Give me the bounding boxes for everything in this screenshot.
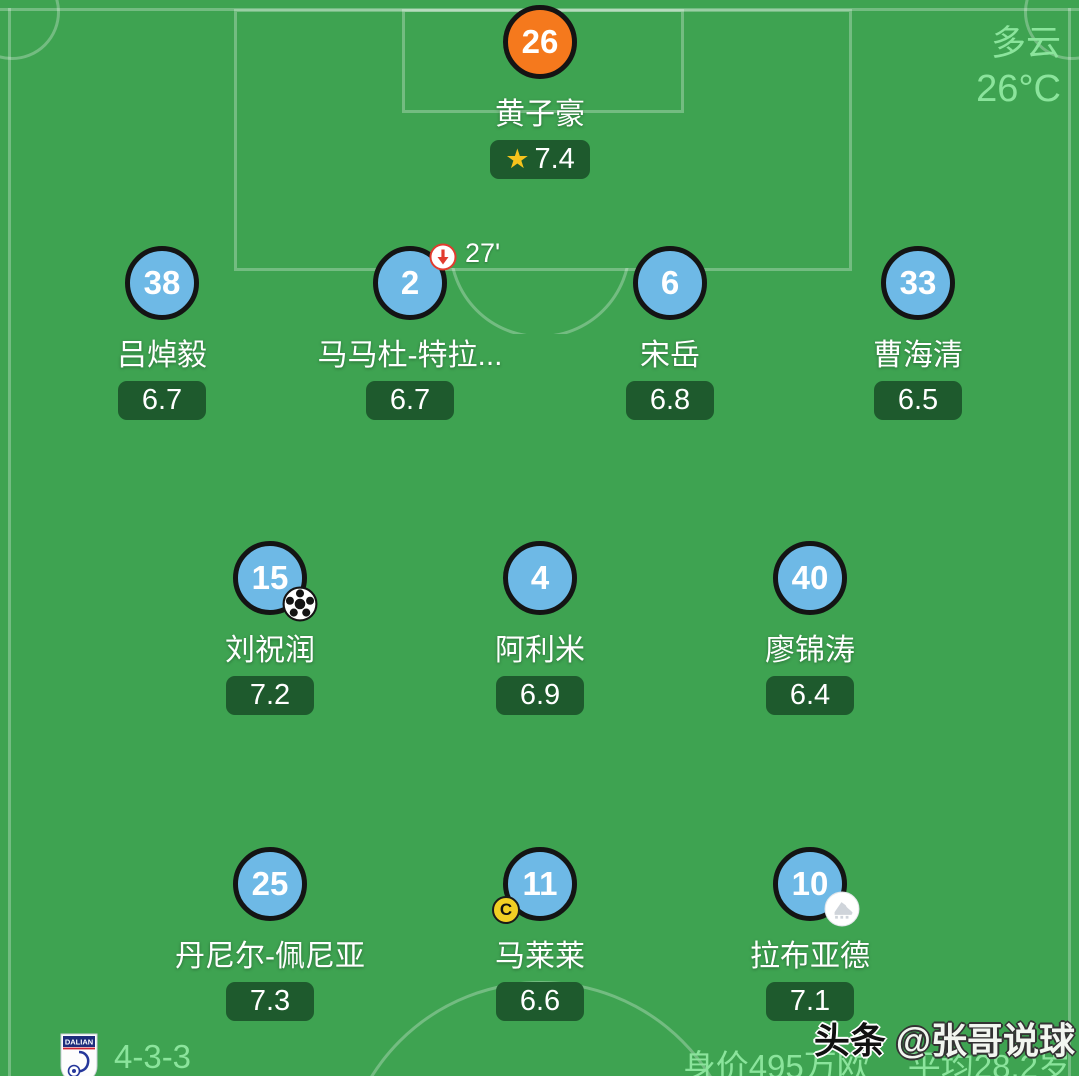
player-number: 33 [899, 264, 937, 301]
player-name: 宋岳 [640, 339, 700, 372]
player-card[interactable]: 38 吕焯毅 6.7 [47, 246, 277, 420]
player-number-circle: 38 [125, 246, 199, 320]
player-rating-badge: 6.6 [496, 982, 584, 1021]
soccer-ball-icon [282, 586, 318, 622]
player-number: 15 [251, 559, 289, 596]
player-rating-value: 7.4 [534, 143, 575, 175]
player-card[interactable]: 4 阿利米 6.9 [425, 541, 655, 715]
assist-indicator [824, 891, 860, 932]
player-card[interactable]: 15 刘祝润 7.2 [155, 541, 385, 715]
player-number: 26 [521, 23, 559, 60]
player-name: 马莱莱 [495, 940, 585, 973]
substitution-minute: 27' [465, 238, 501, 268]
player-rating-badge: 6.5 [874, 381, 962, 420]
pitch-left-line [8, 8, 11, 1076]
player-number-circle: 25 [233, 847, 307, 921]
player-card[interactable]: 2 27' 马马杜-特拉... 6.7 [295, 238, 525, 420]
market-value: 身价495万欧 [682, 1048, 870, 1076]
player-rating-badge: 6.9 [496, 676, 584, 715]
player-number: 6 [660, 264, 680, 301]
player-number-circle: 6 [633, 246, 707, 320]
player-name: 马马杜-特拉... [317, 339, 503, 372]
player-card[interactable]: 40 廖锦涛 6.4 [695, 541, 925, 715]
player-rating-value: 6.9 [519, 679, 561, 711]
player-rating-badge: 6.7 [118, 381, 206, 420]
watermark: 头条 @张哥说球 [814, 1012, 1075, 1064]
pitch-right-line [1068, 8, 1071, 1076]
average-age: 平均28.2岁 [907, 1048, 1071, 1076]
player-card[interactable]: 33 曹海清 6.5 [803, 246, 1033, 420]
player-number: 11 [522, 865, 558, 902]
player-rating-value: 6.7 [141, 384, 183, 416]
player-name: 阿利米 [495, 634, 585, 667]
weather-condition: 多云 [990, 24, 1061, 63]
watermark-handle: @张哥说球 [895, 1020, 1075, 1061]
player-name: 吕焯毅 [117, 339, 207, 372]
player-card[interactable]: 10 拉布亚德 7.1 [695, 847, 925, 1021]
player-number: 40 [791, 559, 829, 596]
player-rating-badge: 6.7 [366, 381, 454, 420]
player-rating-value: 6.5 [897, 384, 939, 416]
player-rating-badge: 7.2 [226, 676, 314, 715]
player-rating-value: 6.7 [389, 384, 431, 416]
team-badge: DALIAN [60, 1033, 98, 1076]
player-rating-value: 6.4 [789, 679, 831, 711]
player-rating-value: 6.8 [649, 384, 691, 416]
sub-out-arrow-icon [429, 243, 457, 271]
star-icon: ★ [505, 144, 530, 174]
goal-indicator [282, 586, 318, 627]
player-card[interactable]: 25 丹尼尔-佩尼亚 7.3 [155, 847, 385, 1021]
player-card[interactable]: 11 C 马莱莱 6.6 [425, 847, 655, 1021]
substituted-out-indicator [429, 243, 457, 276]
squad-stats: 身价495万欧 平均28.2岁 [683, 1040, 1071, 1076]
player-rating-badge: ★ 7.4 [490, 140, 590, 179]
player-name: 刘祝润 [225, 634, 315, 667]
player-name: 曹海清 [873, 339, 963, 372]
player-card[interactable]: 26 黄子豪 ★ 7.4 [425, 5, 655, 179]
player-rating-badge: 7.1 [766, 982, 854, 1021]
player-rating-badge: 6.8 [626, 381, 714, 420]
weather-temperature: 26°C [976, 67, 1061, 110]
player-name: 黄子豪 [495, 98, 585, 131]
formation-label: 4-3-3 [114, 1038, 192, 1075]
boot-icon [824, 891, 860, 927]
player-name: 丹尼尔-佩尼亚 [175, 940, 365, 973]
team-badge-name: DALIAN [65, 1038, 93, 1047]
player-number-circle: 33 [881, 246, 955, 320]
captain-badge: C [492, 896, 520, 924]
player-rating-badge: 6.4 [766, 676, 854, 715]
player-number: 4 [530, 559, 550, 596]
player-rating-value: 6.6 [519, 985, 561, 1017]
player-rating-value: 7.2 [249, 679, 291, 711]
weather-widget: 多云 26°C [976, 22, 1061, 113]
player-number-circle: 4 [503, 541, 577, 615]
player-number-circle: 26 [503, 5, 577, 79]
penalty-arc [440, 268, 640, 334]
player-rating-value: 7.3 [249, 985, 291, 1017]
player-name: 拉布亚德 [750, 940, 870, 973]
player-number-circle: 11 [503, 847, 577, 921]
player-number: 10 [791, 865, 829, 902]
player-rating-value: 7.1 [789, 985, 831, 1017]
watermark-source: 头条 [813, 1020, 886, 1061]
player-number: 2 [400, 264, 420, 301]
player-number: 25 [251, 865, 289, 902]
player-name: 廖锦涛 [765, 634, 855, 667]
player-card[interactable]: 6 宋岳 6.8 [555, 246, 785, 420]
player-number: 38 [143, 264, 181, 301]
player-rating-badge: 7.3 [226, 982, 314, 1021]
corner-arc-left [0, 0, 60, 60]
player-number-circle: 40 [773, 541, 847, 615]
